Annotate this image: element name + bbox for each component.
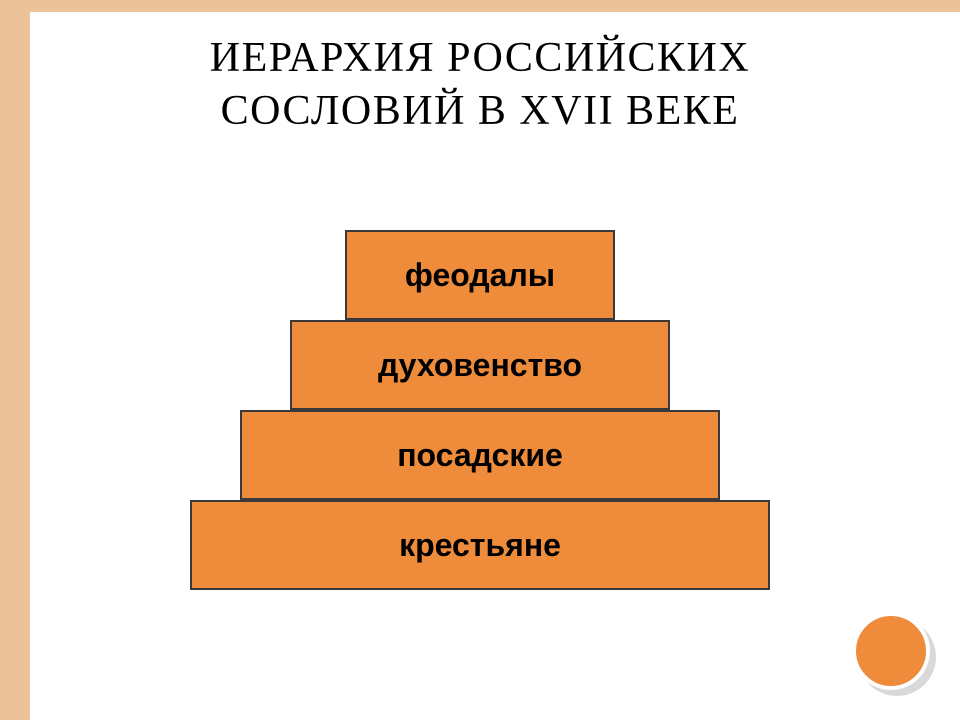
pyramid-level-2: посадские: [240, 410, 720, 500]
pyramid-level-3: крестьяне: [190, 500, 770, 590]
title-line-1: ИЕРАРХИЯ РОССИЙСКИХ: [210, 35, 750, 81]
frame-top-bar: [0, 0, 960, 12]
pyramid-level-label: крестьяне: [399, 527, 561, 564]
page-title: ИЕРАРХИЯ РОССИЙСКИХ СОСЛОВИЙ В XVII ВЕКЕ: [0, 32, 960, 137]
pyramid-level-0: феодалы: [345, 230, 615, 320]
pyramid-level-label: феодалы: [405, 257, 555, 294]
pyramid-level-1: духовенство: [290, 320, 670, 410]
pyramid-level-label: посадские: [397, 437, 563, 474]
decor-circle: [852, 612, 930, 690]
title-line-2: СОСЛОВИЙ В XVII ВЕКЕ: [221, 88, 740, 134]
pyramid-level-label: духовенство: [378, 347, 582, 384]
hierarchy-pyramid: феодалы духовенство посадские крестьяне: [190, 230, 770, 590]
